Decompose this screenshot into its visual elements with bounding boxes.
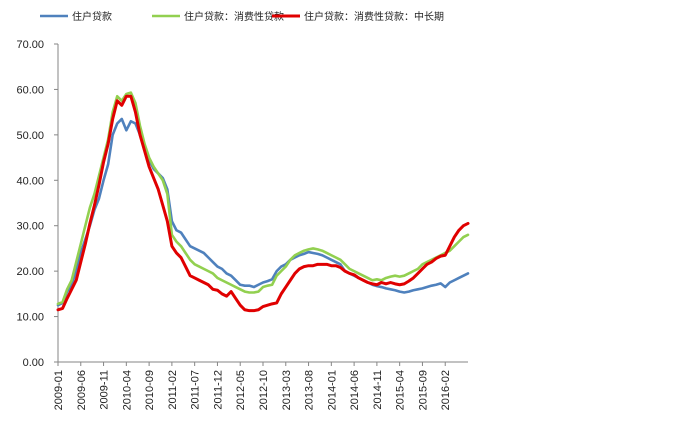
x-tick-label: 2009-11 <box>99 370 111 410</box>
x-tick-label: 2013-03 <box>281 370 293 410</box>
x-tick-label: 2014-11 <box>372 370 384 410</box>
x-tick-label: 2013-08 <box>304 370 316 410</box>
series-line-2 <box>56 91 470 306</box>
y-tick-label: 20.00 <box>16 266 44 278</box>
y-axis: 0.00 10.00 20.00 30.00 40.00 50.00 60.00 70.00 <box>16 39 59 369</box>
y-tick-label: 70.00 <box>16 39 44 51</box>
y-tick-label: 0.00 <box>23 357 44 369</box>
y-tick-label: 10.00 <box>16 312 44 324</box>
x-tick-label: 2014-01 <box>326 370 338 410</box>
x-tick-label: 2014-06 <box>349 370 361 410</box>
x-axis: 2009-01 2009-06 2009-11 2010-04 2010-09 2011-… <box>53 361 468 410</box>
x-tick-label: 2012-10 <box>258 370 270 410</box>
x-tick-label: 2011-12 <box>212 370 224 410</box>
x-tick-label: 2011-07 <box>190 370 202 410</box>
legend-label-1: 住户贷款 <box>72 10 112 23</box>
x-tick-label: 2011-02 <box>167 370 179 410</box>
x-tick-label: 2009-01 <box>53 370 65 410</box>
series-line-1 <box>56 117 470 307</box>
legend: 住户贷款 住户贷款：消费性贷款 住户贷款：消费性贷款：中长期 <box>40 10 444 23</box>
legend-label-2: 住户贷款：消费性贷款 <box>184 10 284 23</box>
x-tick-label: 2010-04 <box>121 370 133 410</box>
plot-area <box>56 91 470 313</box>
x-tick-label: 2010-09 <box>144 370 156 410</box>
x-tick-label: 2009-06 <box>76 370 88 410</box>
series-line-3 <box>56 94 470 313</box>
y-tick-label: 40.00 <box>16 175 44 187</box>
x-tick-label: 2016-02 <box>440 370 452 410</box>
legend-label-3: 住户贷款：消费性贷款：中长期 <box>304 10 444 23</box>
y-tick-label: 60.00 <box>16 84 44 96</box>
x-tick-label: 2012-05 <box>235 370 247 410</box>
x-tick-label: 2015-09 <box>417 370 429 410</box>
y-tick-label: 30.00 <box>16 221 44 233</box>
y-tick-label: 50.00 <box>16 130 44 142</box>
x-tick-label: 2015-04 <box>395 370 407 410</box>
